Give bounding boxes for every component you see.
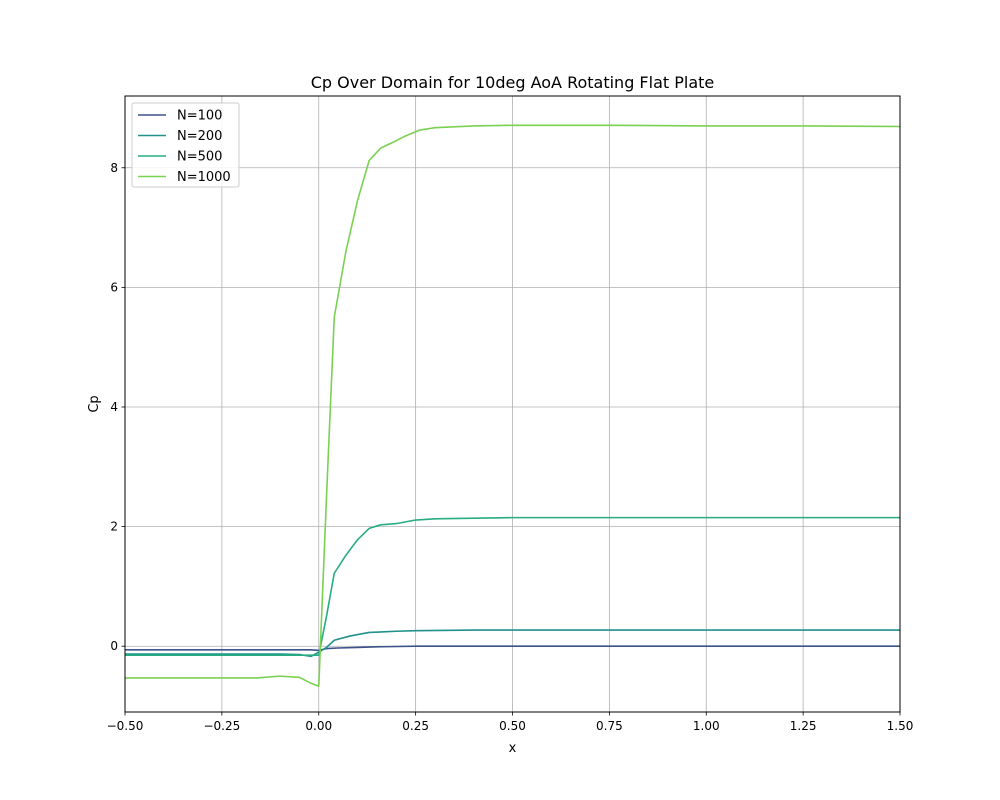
x-tick-label: −0.50 xyxy=(107,719,144,733)
x-tick-label: 0.75 xyxy=(596,719,623,733)
y-tick-label: 0 xyxy=(110,639,118,653)
plot-lines xyxy=(125,124,901,688)
series-line-n-1000 xyxy=(125,124,901,688)
y-axis: 0 2 4 6 8 xyxy=(110,161,125,653)
x-tick-label: 0.50 xyxy=(499,719,526,733)
y-axis-label: Cp xyxy=(87,395,102,412)
legend-label: N=200 xyxy=(177,129,222,144)
legend-label: N=100 xyxy=(177,109,222,124)
y-tick-label: 8 xyxy=(110,161,118,175)
series-line-n-100 xyxy=(125,645,900,652)
legend-box xyxy=(131,102,240,188)
x-axis: −0.50 −0.25 0.00 0.25 0.50 0.75 1.00 1.25 1.50 xyxy=(107,712,914,733)
x-tick-label: 1.50 xyxy=(887,719,914,733)
x-tick-label: 0.00 xyxy=(305,719,332,733)
y-tick-label: 6 xyxy=(110,280,118,294)
legend-label: N=1000 xyxy=(177,170,231,185)
x-axis-label: x xyxy=(509,741,517,756)
legend-label: N=500 xyxy=(177,150,222,165)
x-tick-label: 0.25 xyxy=(402,719,429,733)
series-line-n-500 xyxy=(125,516,900,656)
x-tick-label: 1.00 xyxy=(693,719,720,733)
x-tick-label: −0.25 xyxy=(203,719,240,733)
y-tick-label: 4 xyxy=(110,400,118,414)
chart-title: Cp Over Domain for 10deg AoA Rotating Fl… xyxy=(311,73,715,92)
legend: N=100 N=200 N=500 N=1000 xyxy=(131,102,240,188)
y-tick-label: 2 xyxy=(110,520,118,534)
x-tick-label: 1.25 xyxy=(790,719,817,733)
